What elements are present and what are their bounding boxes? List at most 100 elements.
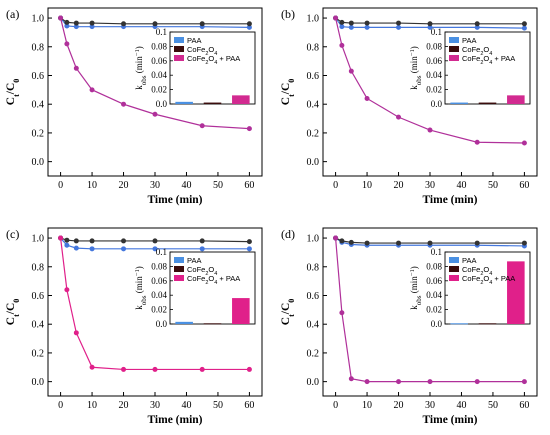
x-tick-label: 40 bbox=[456, 400, 466, 411]
y-tick-label: 0.2 bbox=[307, 348, 320, 359]
x-tick-label: 0 bbox=[58, 400, 63, 411]
inset-frame bbox=[444, 31, 531, 105]
series-point bbox=[73, 330, 79, 336]
series-point bbox=[64, 237, 70, 243]
x-tick-label: 0 bbox=[333, 180, 338, 191]
y-tick-label: 1.0 bbox=[32, 14, 45, 25]
legend-label: PAA bbox=[187, 256, 201, 265]
inset-y-tick-label: 0.08 bbox=[151, 41, 167, 51]
series-point bbox=[121, 238, 127, 244]
x-tick-label: 30 bbox=[425, 180, 435, 191]
legend-label: CoFe2O4 + PAA bbox=[187, 274, 240, 286]
inset-bar-2 bbox=[203, 323, 222, 325]
series-point bbox=[364, 95, 370, 101]
series-point bbox=[339, 24, 345, 30]
y-tick-label: 0.8 bbox=[32, 262, 45, 273]
series-point bbox=[152, 246, 158, 252]
x-tick-label: 0 bbox=[333, 400, 338, 411]
series-point bbox=[246, 239, 252, 245]
y-tick-label: 0.2 bbox=[32, 128, 45, 139]
panel-a: (a) 0 10 20 30 40 50 60 0.0 0.2 0.4 0.6 0.8 1.0 Time (… bbox=[5, 7, 263, 206]
legend-label: CoFe2O4 + PAA bbox=[462, 54, 515, 66]
series-point bbox=[199, 366, 205, 372]
inset-bar-1 bbox=[450, 102, 468, 104]
x-tick-label: 10 bbox=[87, 400, 97, 411]
series-point bbox=[64, 242, 70, 248]
series-point bbox=[152, 366, 158, 372]
legend-swatch bbox=[174, 55, 184, 61]
series-point bbox=[521, 21, 527, 27]
inset-bar-3 bbox=[232, 95, 250, 104]
inset-y-tick-label: 0.08 bbox=[426, 261, 442, 271]
series-point bbox=[339, 42, 345, 48]
x-tick-label: 20 bbox=[119, 400, 129, 411]
series-line-3 bbox=[59, 237, 250, 371]
y-tick-label: 0.2 bbox=[32, 348, 45, 359]
y-tick-label: 0.4 bbox=[32, 100, 45, 111]
series-point bbox=[396, 379, 402, 385]
series-point bbox=[73, 238, 79, 244]
panel-b: (b) 0 10 20 30 40 50 60 0.0 0.2 0.4 0.6 0.8 1.0 Time (… bbox=[280, 7, 538, 206]
y-tick-label: 0.0 bbox=[307, 377, 320, 388]
x-tick-label: 20 bbox=[119, 180, 129, 191]
y-tick-label: 0.0 bbox=[307, 157, 320, 168]
series-point bbox=[246, 366, 252, 372]
y-tick-label: 1.0 bbox=[307, 14, 320, 25]
inset-y-tick-label: 0.1 bbox=[431, 247, 442, 257]
series-point bbox=[474, 21, 480, 27]
series-point bbox=[121, 246, 127, 252]
series-point bbox=[348, 24, 354, 30]
series-point bbox=[58, 15, 64, 21]
panel-d: (d) 0 10 20 30 40 50 60 0.0 0.2 0.4 0.6 0.8 1.0 Time (… bbox=[280, 227, 538, 426]
y-tick-label: 0.6 bbox=[32, 291, 45, 302]
inset-bar-3 bbox=[232, 298, 250, 324]
inset-y-tick-label: 0.04 bbox=[426, 70, 442, 80]
y-tick-label: 1.0 bbox=[32, 234, 45, 245]
series-point bbox=[73, 245, 79, 251]
series-line-3 bbox=[60, 17, 250, 130]
legend-swatch bbox=[174, 257, 184, 263]
x-tick-label: 60 bbox=[519, 400, 529, 411]
inset-bar-2 bbox=[478, 102, 497, 104]
legend-swatch bbox=[174, 266, 184, 272]
series-point bbox=[364, 379, 370, 385]
x-tick-label: 50 bbox=[213, 400, 223, 411]
y-tick-label: 0.4 bbox=[32, 320, 45, 331]
inset-y-tick-label: 0.0 bbox=[156, 99, 168, 109]
inset-y-tick-label: 0.06 bbox=[426, 56, 442, 66]
inset-bar-2 bbox=[478, 323, 497, 325]
inset-y-tick-label: 0.1 bbox=[431, 27, 442, 37]
series-point bbox=[121, 101, 127, 107]
inset-y-tick-label: 0.08 bbox=[426, 41, 442, 51]
series-point bbox=[348, 68, 354, 74]
series-point bbox=[521, 25, 527, 31]
series-point bbox=[64, 19, 70, 25]
x-tick-label: 10 bbox=[362, 180, 372, 191]
series-point bbox=[64, 41, 70, 47]
panel-label: (b) bbox=[281, 7, 295, 21]
y-axis-label: Ct/C0 bbox=[5, 299, 21, 325]
legend-label: CoFe2O4 bbox=[462, 45, 492, 57]
x-tick-label: 20 bbox=[394, 400, 404, 411]
x-tick-label: 40 bbox=[181, 400, 191, 411]
legend-swatch bbox=[174, 37, 184, 43]
series-point bbox=[89, 20, 95, 26]
x-tick-label: 10 bbox=[362, 400, 372, 411]
x-tick-label: 60 bbox=[519, 180, 529, 191]
series-line-3 bbox=[334, 238, 525, 383]
inset-y-tick-label: 0.06 bbox=[151, 276, 167, 286]
x-tick-label: 60 bbox=[244, 180, 254, 191]
y-tick-label: 0.4 bbox=[307, 320, 320, 331]
x-tick-label: 30 bbox=[425, 400, 435, 411]
series-point bbox=[73, 65, 79, 71]
series-point bbox=[89, 238, 95, 244]
y-tick-label: 0.2 bbox=[307, 128, 320, 139]
legend-swatch bbox=[449, 257, 459, 263]
inset-y-tick-label: 0.04 bbox=[151, 70, 167, 80]
y-axis-label: Ct/C0 bbox=[280, 79, 296, 105]
y-tick-label: 0.8 bbox=[32, 42, 45, 53]
inset-y-tick-label: 0.06 bbox=[426, 276, 442, 286]
series-point bbox=[396, 20, 402, 26]
series-point bbox=[64, 287, 70, 293]
